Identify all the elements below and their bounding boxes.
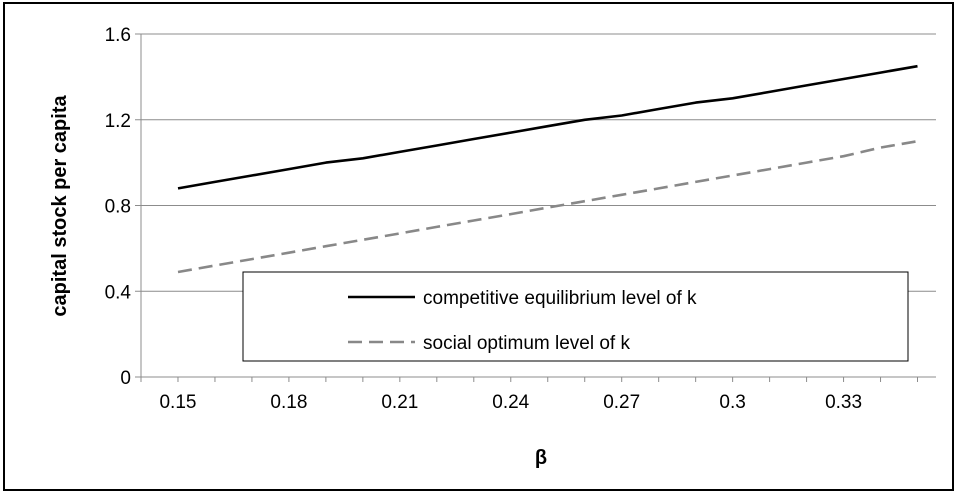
x-tick-label-2: 0.21 (381, 392, 418, 413)
y-tick-label-1: 0.4 (105, 282, 132, 303)
series-line-0 (177, 64, 918, 190)
tick-labels: 0 0.4 0.8 1.2 1.6 0.15 0.18 0.21 0.24 0.27 0.3 0.33 (105, 25, 862, 413)
x-tick-label-1: 0.18 (270, 392, 307, 413)
x-tick-label-4: 0.27 (603, 392, 640, 413)
x-tick-label-3: 0.24 (492, 392, 529, 413)
series-line-1 (177, 139, 918, 274)
y-tick-label-3: 1.2 (105, 111, 131, 132)
axes (135, 33, 936, 382)
legend-label-1: social optimum level of k (423, 333, 630, 354)
x-tick-label-5: 0.3 (719, 392, 745, 413)
x-axis-title: β (535, 447, 547, 469)
y-tick-label-2: 0.8 (105, 197, 131, 218)
x-tick-label-6: 0.33 (825, 392, 862, 413)
chart-frame (3, 2, 954, 491)
gridlines (141, 33, 936, 292)
series-lines (177, 64, 918, 274)
legend-label-0: competitive equilibrium level of k (423, 288, 697, 309)
legend: competitive equilibrium level of k social… (242, 271, 909, 362)
legend-box (242, 271, 909, 362)
y-axis-title: capital stock per capita (49, 95, 71, 317)
x-tick-label-0: 0.15 (159, 392, 196, 413)
y-tick-label-0: 0 (120, 368, 131, 389)
y-tick-label-4: 1.6 (105, 25, 131, 46)
